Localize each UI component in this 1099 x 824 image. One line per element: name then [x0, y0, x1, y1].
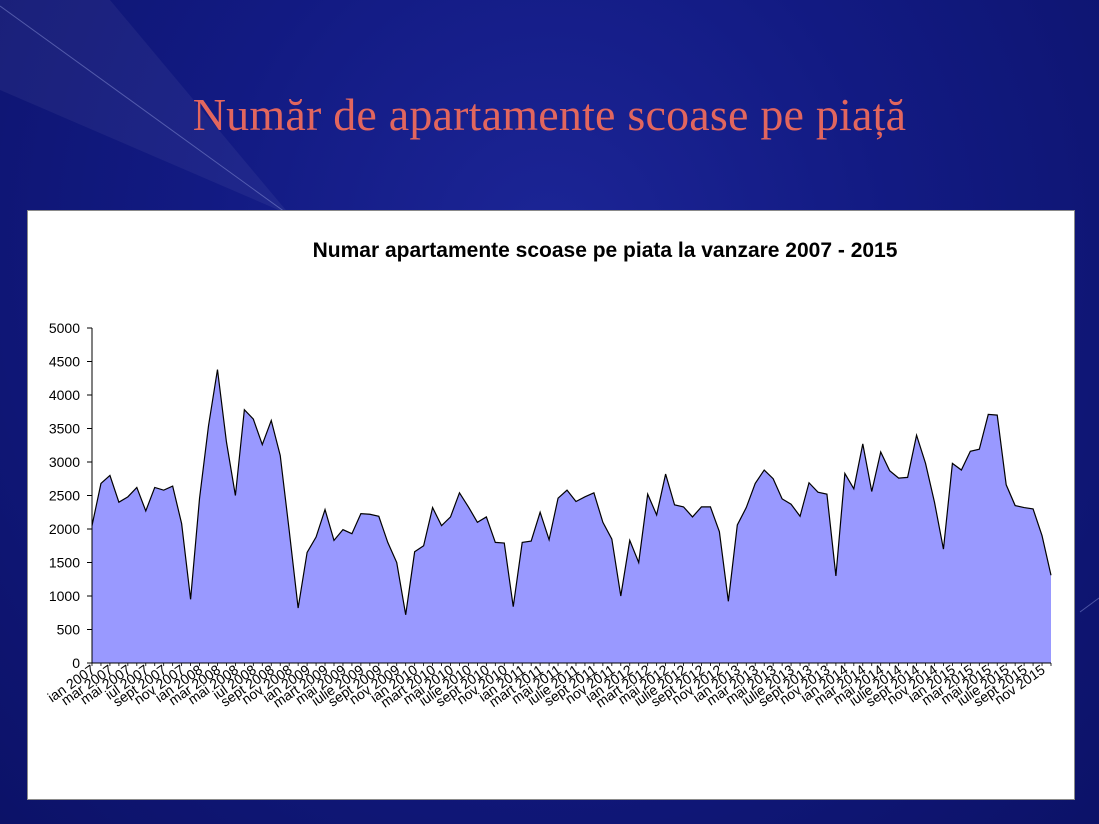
- y-tick-label: 5000: [49, 320, 80, 336]
- area-series-fill: [92, 369, 1051, 663]
- chart-frame: Numar apartamente scoase pe piata la van…: [27, 210, 1075, 800]
- y-tick-label: 3000: [49, 454, 80, 470]
- y-tick-label: 1000: [49, 588, 80, 604]
- chart-title: Numar apartamente scoase pe piata la van…: [313, 239, 898, 262]
- axes-layer: [87, 327, 1052, 666]
- background-diagonal-line: [0, 5, 286, 213]
- slide-title: Număr de apartamente scoase pe piață: [192, 89, 907, 140]
- area-series-line: [91, 369, 1052, 615]
- background-light-wedge: [0, 0, 290, 215]
- y-tick-label: 500: [57, 622, 81, 638]
- y-tick-label: 4500: [49, 354, 80, 370]
- y-tick-label: 2500: [49, 488, 80, 504]
- y-tick-label: 1500: [49, 555, 80, 571]
- y-tick-label: 0: [72, 655, 80, 671]
- y-tick-label: 3500: [49, 421, 80, 437]
- background-corner-line: [1079, 597, 1099, 613]
- area-series-layer: [91, 369, 1052, 663]
- y-tick-label: 4000: [49, 387, 80, 403]
- y-tick-label: 2000: [49, 521, 80, 537]
- y-axis-tick-labels: 0 500 1000 1500 2000 2500 3000 3500 4000 4500 5000: [49, 320, 80, 671]
- area-chart: Numar apartamente scoase pe piata la van…: [45, 239, 1052, 711]
